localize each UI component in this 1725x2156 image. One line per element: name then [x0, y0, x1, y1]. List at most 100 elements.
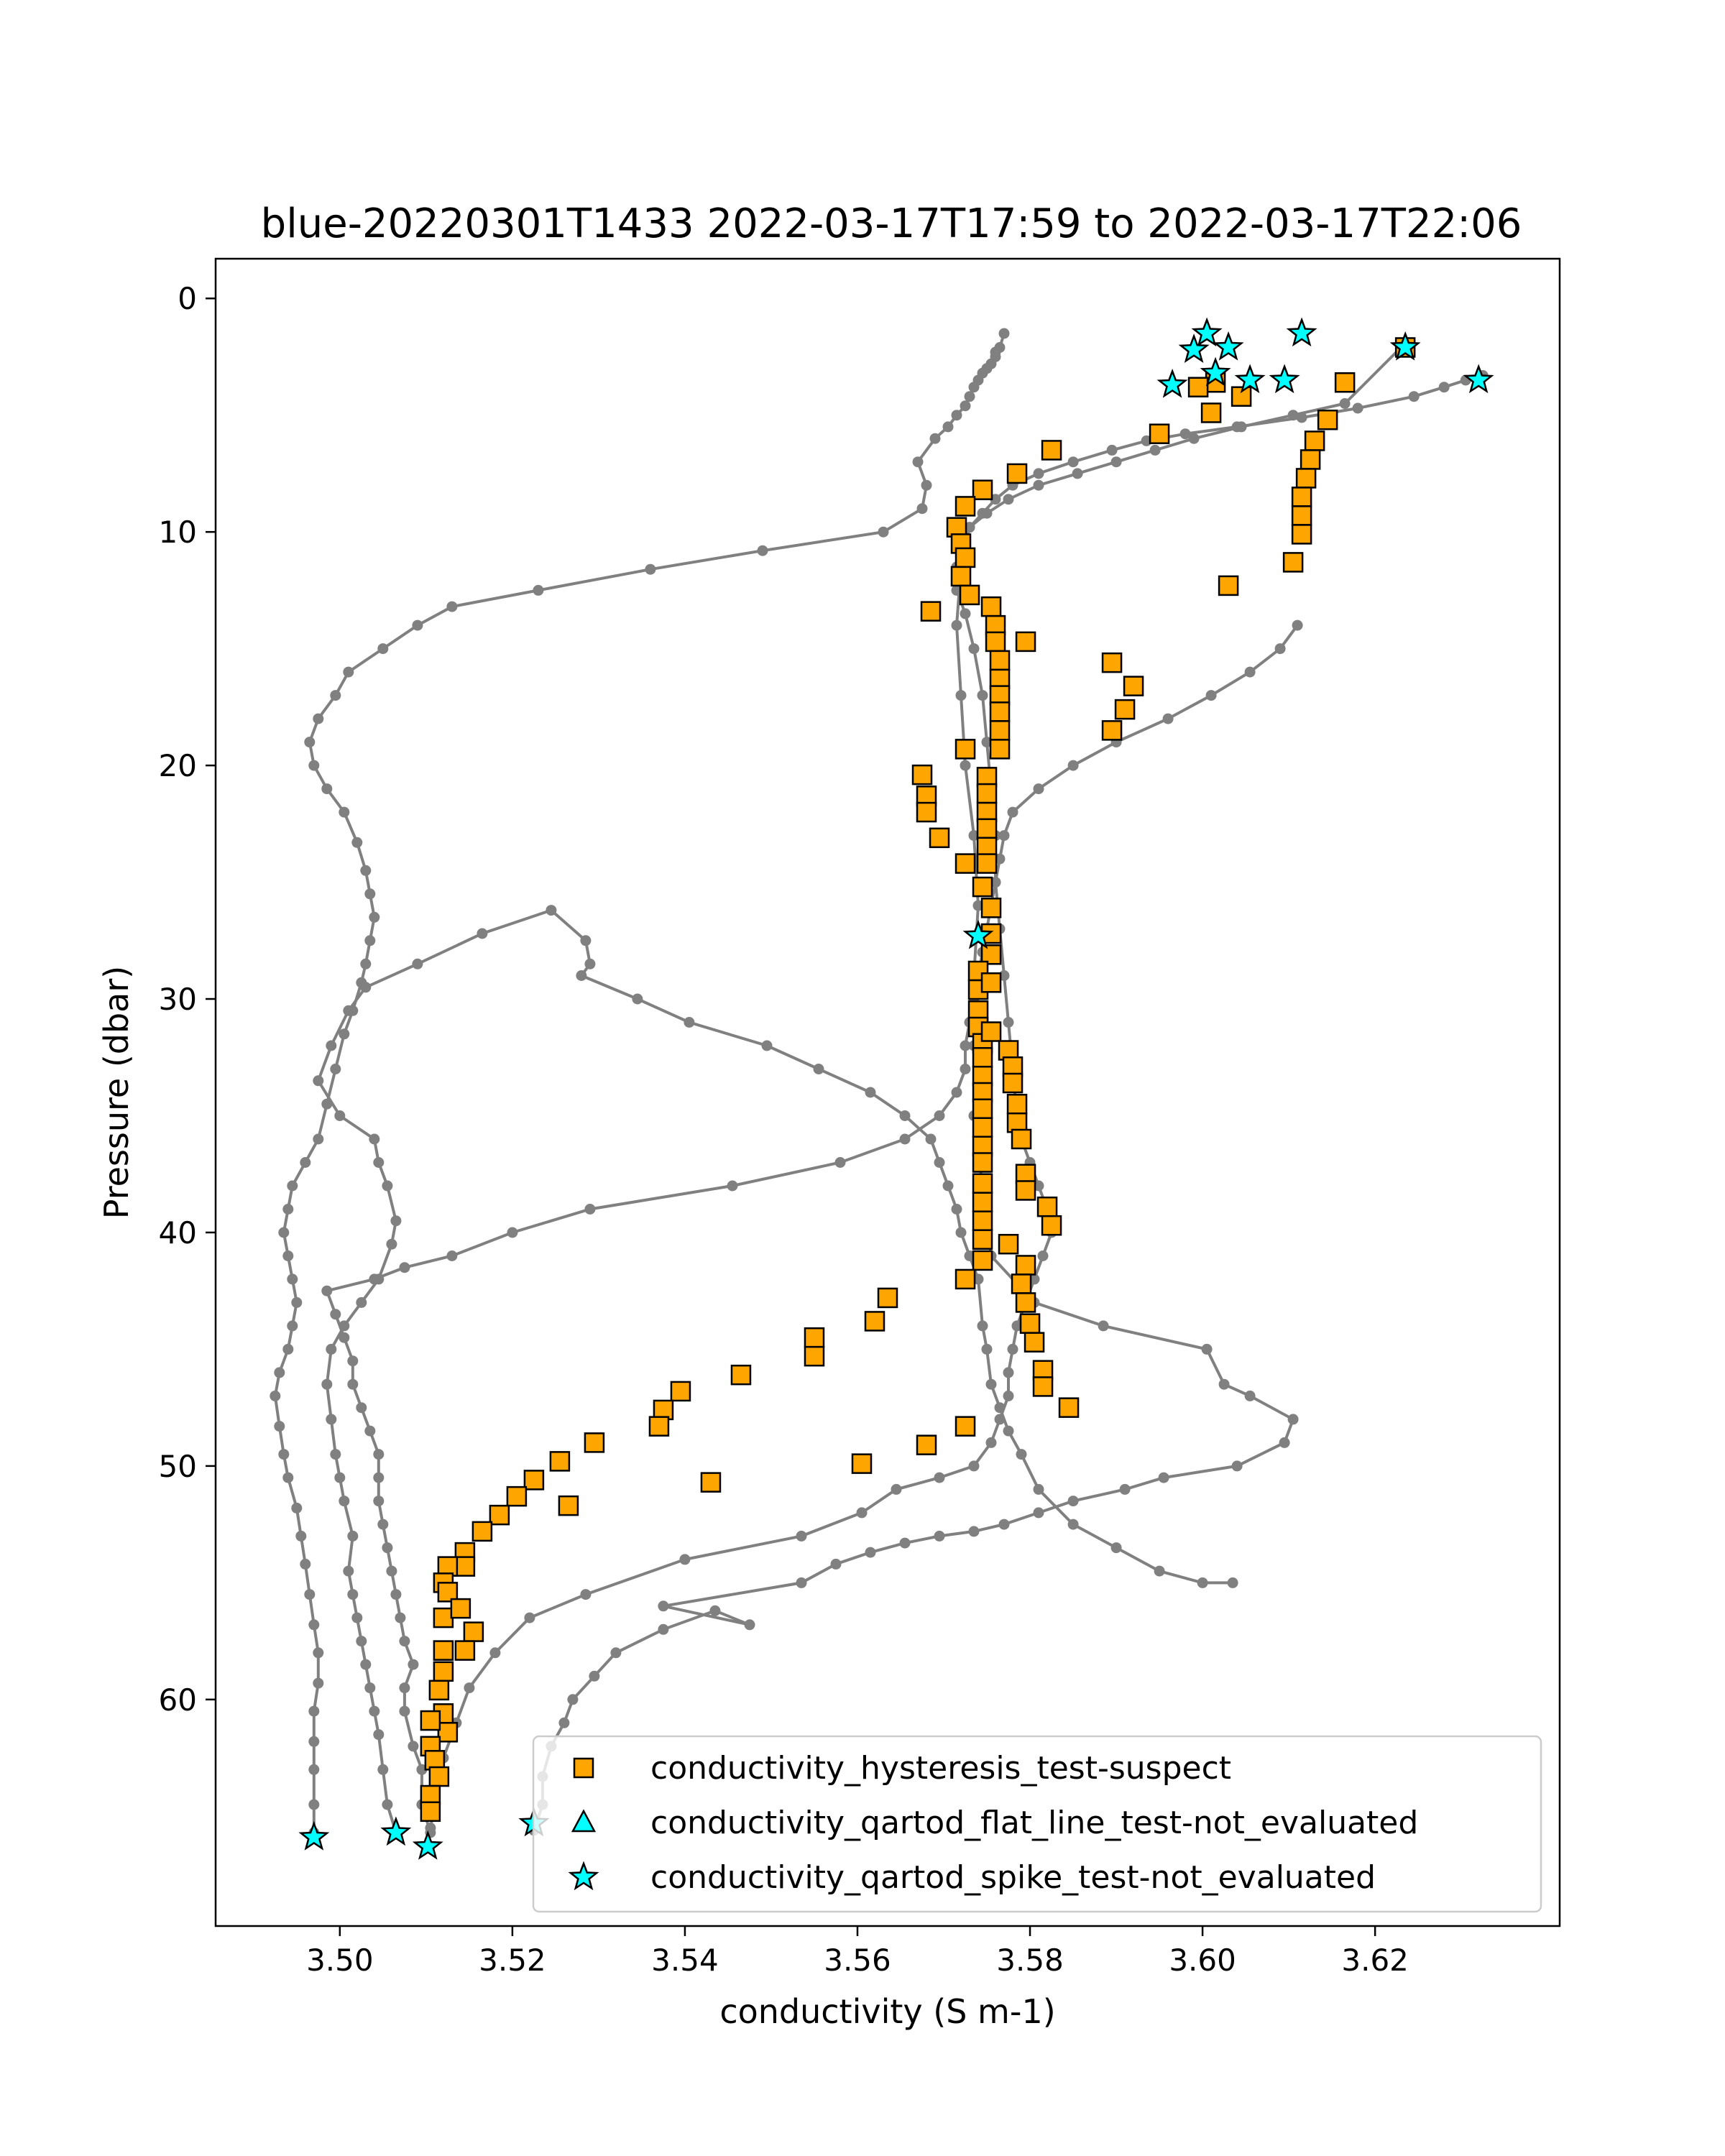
profile-point: [796, 1530, 807, 1542]
profile-point: [951, 1087, 962, 1098]
profile-point: [960, 1064, 971, 1074]
profile-point: [274, 1421, 285, 1432]
hysteresis-suspect-marker: [454, 1640, 476, 1661]
hysteresis-suspect-marker: [1006, 463, 1028, 484]
profile-point: [1067, 1496, 1079, 1507]
profile-point: [408, 1741, 419, 1752]
hysteresis-suspect-marker: [954, 547, 976, 568]
profile-point: [1067, 456, 1079, 468]
profile-point: [369, 1273, 380, 1285]
profile-point: [347, 1355, 359, 1367]
profile-point: [330, 1449, 341, 1460]
hysteresis-suspect-marker: [1300, 449, 1321, 470]
hysteresis-suspect-marker: [1015, 1255, 1036, 1276]
profile-point: [351, 1612, 363, 1623]
hysteresis-suspect-marker: [1006, 1093, 1028, 1115]
profile-point: [1236, 421, 1247, 433]
profile-point: [834, 1157, 846, 1168]
profile-point: [347, 1530, 359, 1542]
profile-point: [1227, 1577, 1238, 1588]
hysteresis-suspect-marker: [985, 631, 1006, 653]
profile-point: [1158, 1472, 1169, 1483]
spike-not-evaluated-marker: [1269, 364, 1300, 394]
hysteresis-suspect-marker: [463, 1621, 484, 1642]
profile-point: [1197, 1577, 1208, 1588]
profile-point: [1231, 1460, 1243, 1472]
profile-point: [1098, 1320, 1109, 1332]
profile-point: [1149, 444, 1161, 456]
y-tick-label: 0: [178, 281, 197, 316]
profile-point: [1067, 1519, 1079, 1530]
profile-point: [934, 1472, 945, 1483]
hysteresis-suspect-marker: [450, 1598, 472, 1619]
profile-point: [339, 1028, 350, 1040]
hysteresis-suspect-marker: [972, 1210, 993, 1231]
profile-point: [994, 342, 1006, 353]
profile-point: [1274, 643, 1286, 655]
x-tick-label: 3.62: [1341, 1943, 1409, 1978]
profile-point: [356, 1296, 367, 1308]
profile-point: [968, 1526, 980, 1537]
profile-point: [916, 503, 928, 515]
hysteresis-suspect-marker: [920, 601, 942, 622]
x-tick-label: 3.50: [306, 1943, 374, 1978]
profile-point: [339, 806, 350, 818]
profile-point: [658, 1600, 669, 1612]
profile-point: [1287, 1414, 1299, 1425]
profile-point: [912, 456, 924, 468]
hysteresis-suspect-marker: [433, 1640, 454, 1661]
profile-point: [994, 1414, 1006, 1425]
profile-point: [1033, 1483, 1044, 1495]
profile-point: [399, 1682, 410, 1694]
profile-point: [899, 1110, 911, 1121]
profile-point: [921, 479, 932, 491]
plot-frame: [214, 257, 1561, 1927]
profile-point: [304, 737, 316, 748]
profile-point: [985, 1378, 997, 1390]
profile-point: [364, 1682, 376, 1694]
hysteresis-suspect-marker: [954, 739, 976, 760]
profile-point: [1037, 1250, 1049, 1261]
profile-point: [955, 1227, 967, 1238]
hysteresis-suspect-marker: [1002, 1072, 1024, 1094]
profile-point: [395, 1612, 406, 1623]
profile-point: [373, 1449, 385, 1460]
legend-label: conductivity_qartod_spike_test-not_evalu…: [650, 1859, 1376, 1896]
profile-point: [960, 1040, 971, 1051]
profile-point: [282, 1343, 294, 1355]
profile-point: [998, 328, 1010, 339]
hysteresis-suspect-marker: [1187, 377, 1209, 397]
profile-point: [1003, 1425, 1014, 1437]
profile-point: [356, 1636, 367, 1647]
hysteresis-suspect-marker: [954, 496, 976, 517]
profile-point: [313, 1647, 324, 1659]
profile-point: [364, 935, 376, 946]
profile-point: [1292, 619, 1303, 631]
hysteresis-suspect-marker: [972, 1173, 993, 1194]
profile-point: [360, 865, 372, 876]
hysteresis-suspect-marker: [1041, 1215, 1062, 1236]
profile-point: [382, 1542, 393, 1554]
profile-point: [386, 1238, 397, 1250]
profile-point: [1033, 468, 1044, 479]
hysteresis-suspect-marker: [976, 818, 998, 839]
profiles-layer: [270, 328, 1489, 1852]
hysteresis-suspect-marker: [420, 1801, 441, 1823]
profile-point: [796, 1577, 807, 1588]
profile-point: [326, 1414, 337, 1425]
profile-point: [1287, 410, 1299, 421]
profile-point: [446, 1250, 458, 1261]
profile-point: [343, 1005, 354, 1016]
hysteresis-suspect-marker: [972, 1229, 993, 1250]
spike-not-evaluated-marker: [1156, 368, 1188, 398]
profile-point: [364, 1425, 376, 1437]
spike-not-evaluated-marker: [1191, 317, 1223, 347]
hysteresis-suspect-marker: [1317, 409, 1338, 430]
profile-point: [295, 1530, 307, 1542]
profile-point: [744, 1619, 755, 1631]
profile-point: [330, 1064, 341, 1074]
profile-point: [464, 1682, 475, 1694]
profile-point: [1033, 479, 1044, 491]
profile-point: [925, 1133, 937, 1145]
